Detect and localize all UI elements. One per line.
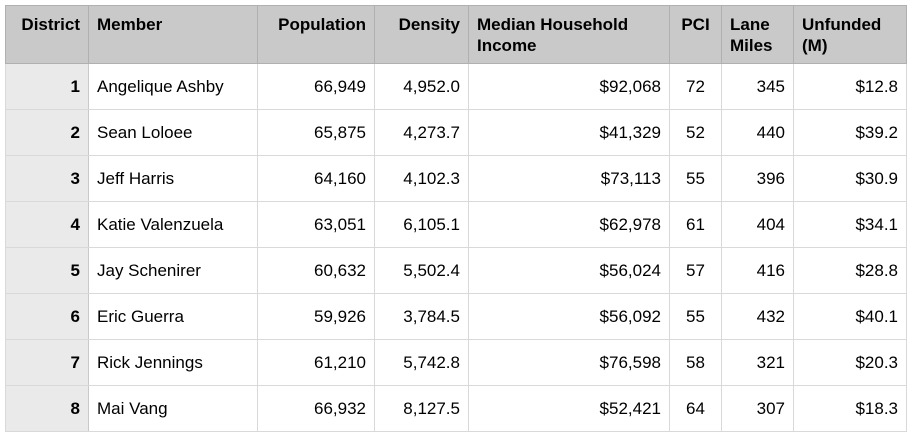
table-row: 6 Eric Guerra 59,926 3,784.5 $56,092 55 432 $40… (5, 293, 907, 340)
column-header-member[interactable]: Member (88, 5, 258, 64)
density-cell[interactable]: 5,742.8 (374, 339, 469, 386)
table-row: 5 Jay Schenirer 60,632 5,502.4 $56,024 57 416 $… (5, 247, 907, 294)
pci-cell[interactable]: 57 (669, 247, 722, 294)
member-cell[interactable]: Eric Guerra (88, 293, 258, 340)
lane-miles-cell[interactable]: 432 (721, 293, 794, 340)
density-cell[interactable]: 4,102.3 (374, 155, 469, 202)
lane-miles-cell[interactable]: 307 (721, 385, 794, 432)
member-cell[interactable]: Mai Vang (88, 385, 258, 432)
district-cell[interactable]: 4 (5, 201, 89, 248)
median-household-income-cell[interactable]: $62,978 (468, 201, 670, 248)
column-header-density[interactable]: Density (374, 5, 469, 64)
table-row: 2 Sean Loloee 65,875 4,273.7 $41,329 52 440 $39… (5, 109, 907, 156)
density-cell[interactable]: 4,952.0 (374, 63, 469, 110)
data-table: District Member Population Density Media… (5, 5, 907, 432)
unfunded-cell[interactable]: $20.3 (793, 339, 907, 386)
table-row: 3 Jeff Harris 64,160 4,102.3 $73,113 55 396 $30… (5, 155, 907, 202)
district-cell[interactable]: 6 (5, 293, 89, 340)
unfunded-cell[interactable]: $12.8 (793, 63, 907, 110)
table-container: District Member Population Density Media… (5, 5, 907, 432)
pci-cell[interactable]: 58 (669, 339, 722, 386)
lane-miles-cell[interactable]: 416 (721, 247, 794, 294)
header-row: District Member Population Density Media… (5, 5, 907, 64)
column-header-population[interactable]: Population (257, 5, 375, 64)
unfunded-cell[interactable]: $39.2 (793, 109, 907, 156)
median-household-income-cell[interactable]: $56,092 (468, 293, 670, 340)
median-household-income-cell[interactable]: $56,024 (468, 247, 670, 294)
population-cell[interactable]: 64,160 (257, 155, 375, 202)
lane-miles-cell[interactable]: 345 (721, 63, 794, 110)
member-cell[interactable]: Jeff Harris (88, 155, 258, 202)
median-household-income-cell[interactable]: $41,329 (468, 109, 670, 156)
median-household-income-cell[interactable]: $73,113 (468, 155, 670, 202)
lane-miles-cell[interactable]: 321 (721, 339, 794, 386)
density-cell[interactable]: 5,502.4 (374, 247, 469, 294)
pci-cell[interactable]: 72 (669, 63, 722, 110)
unfunded-cell[interactable]: $18.3 (793, 385, 907, 432)
median-household-income-cell[interactable]: $76,598 (468, 339, 670, 386)
pci-cell[interactable]: 61 (669, 201, 722, 248)
member-cell[interactable]: Angelique Ashby (88, 63, 258, 110)
density-cell[interactable]: 4,273.7 (374, 109, 469, 156)
lane-miles-cell[interactable]: 404 (721, 201, 794, 248)
column-header-unfunded[interactable]: Unfunded (M) (793, 5, 907, 64)
lane-miles-cell[interactable]: 440 (721, 109, 794, 156)
unfunded-cell[interactable]: $28.8 (793, 247, 907, 294)
table-header: District Member Population Density Media… (5, 5, 907, 64)
district-cell[interactable]: 2 (5, 109, 89, 156)
member-cell[interactable]: Rick Jennings (88, 339, 258, 386)
population-cell[interactable]: 61,210 (257, 339, 375, 386)
pci-cell[interactable]: 52 (669, 109, 722, 156)
pci-cell[interactable]: 55 (669, 293, 722, 340)
member-cell[interactable]: Jay Schenirer (88, 247, 258, 294)
district-cell[interactable]: 7 (5, 339, 89, 386)
column-header-median-household-income[interactable]: Median Household Income (468, 5, 670, 64)
median-household-income-cell[interactable]: $92,068 (468, 63, 670, 110)
table-row: 8 Mai Vang 66,932 8,127.5 $52,421 64 307 $18.3 (5, 385, 907, 432)
member-cell[interactable]: Sean Loloee (88, 109, 258, 156)
population-cell[interactable]: 66,949 (257, 63, 375, 110)
table-row: 1 Angelique Ashby 66,949 4,952.0 $92,068 72 34… (5, 63, 907, 110)
district-cell[interactable]: 8 (5, 385, 89, 432)
population-cell[interactable]: 66,932 (257, 385, 375, 432)
median-household-income-cell[interactable]: $52,421 (468, 385, 670, 432)
column-header-district[interactable]: District (5, 5, 89, 64)
population-cell[interactable]: 59,926 (257, 293, 375, 340)
column-header-lane-miles[interactable]: Lane Miles (721, 5, 794, 64)
unfunded-cell[interactable]: $34.1 (793, 201, 907, 248)
district-cell[interactable]: 5 (5, 247, 89, 294)
district-cell[interactable]: 1 (5, 63, 89, 110)
lane-miles-cell[interactable]: 396 (721, 155, 794, 202)
pci-cell[interactable]: 64 (669, 385, 722, 432)
pci-cell[interactable]: 55 (669, 155, 722, 202)
column-header-pci[interactable]: PCI (669, 5, 722, 64)
population-cell[interactable]: 63,051 (257, 201, 375, 248)
table-body: 1 Angelique Ashby 66,949 4,952.0 $92,068 72 34… (5, 63, 907, 432)
population-cell[interactable]: 60,632 (257, 247, 375, 294)
density-cell[interactable]: 8,127.5 (374, 385, 469, 432)
density-cell[interactable]: 6,105.1 (374, 201, 469, 248)
population-cell[interactable]: 65,875 (257, 109, 375, 156)
table-row: 7 Rick Jennings 61,210 5,742.8 $76,598 58 321 $… (5, 339, 907, 386)
member-cell[interactable]: Katie Valenzuela (88, 201, 258, 248)
unfunded-cell[interactable]: $40.1 (793, 293, 907, 340)
table-row: 4 Katie Valenzuela 63,051 6,105.1 $62,978 61 4… (5, 201, 907, 248)
unfunded-cell[interactable]: $30.9 (793, 155, 907, 202)
district-cell[interactable]: 3 (5, 155, 89, 202)
density-cell[interactable]: 3,784.5 (374, 293, 469, 340)
